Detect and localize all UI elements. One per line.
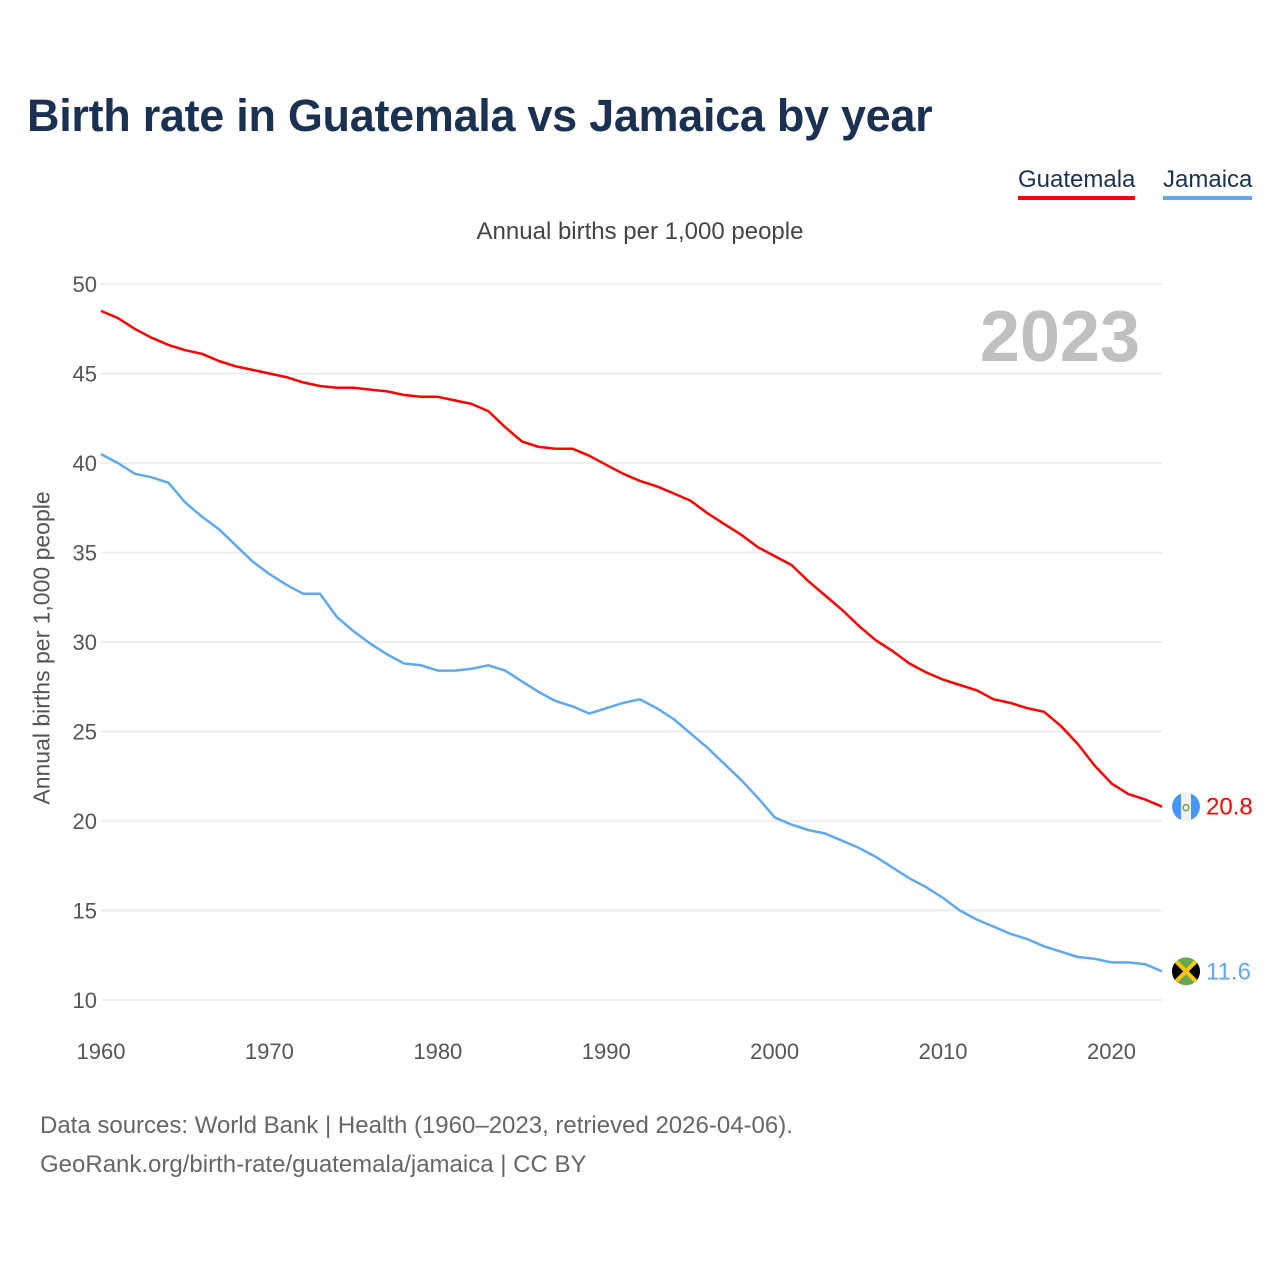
- x-tick-label: 2020: [1087, 1039, 1136, 1064]
- x-tick-label: 1980: [413, 1039, 462, 1064]
- legend-guatemala[interactable]: Guatemala: [1018, 166, 1136, 200]
- data-source: Data sources: World Bank | Health (1960–…: [40, 1112, 793, 1139]
- series-line-jamaica: [100, 452, 1163, 973]
- series-end-markers: 20.8 11.6: [1172, 792, 1253, 986]
- series-line-guatemala: [100, 309, 1163, 808]
- chart-title: Birth rate in Guatemala vs Jamaica by ye…: [27, 90, 933, 141]
- gridlines: [101, 283, 1162, 1001]
- x-tick-label: 1970: [245, 1039, 294, 1064]
- legend-jamaica[interactable]: Jamaica: [1163, 166, 1253, 200]
- y-axis-ticks: 10 15 20 25 30 35 40 45 50: [73, 272, 97, 1013]
- x-tick-label: 2000: [750, 1039, 799, 1064]
- y-tick-label: 15: [73, 899, 97, 924]
- x-tick-label: 2010: [919, 1039, 968, 1064]
- y-tick-label: 30: [73, 630, 97, 655]
- end-value-label-jamaica: 11.6: [1206, 958, 1251, 985]
- y-tick-label: 20: [73, 809, 97, 834]
- guatemala-flag-icon: [1172, 792, 1200, 821]
- current-year-label: 2023: [980, 297, 1140, 377]
- y-tick-label: 50: [73, 272, 97, 297]
- y-tick-label: 25: [73, 720, 97, 745]
- chart-subtitle: Annual births per 1,000 people: [476, 218, 804, 245]
- y-tick-label: 10: [73, 988, 97, 1013]
- y-tick-label: 40: [73, 451, 97, 476]
- x-tick-label: 1990: [582, 1039, 631, 1064]
- footer: Data sources: World Bank | Health (1960–…: [40, 1106, 793, 1184]
- end-value-label-guatemala: 20.8: [1206, 794, 1253, 821]
- y-tick-label: 35: [73, 541, 97, 566]
- y-tick-label: 45: [73, 362, 97, 387]
- source-link[interactable]: GeoRank.org/birth-rate/guatemala/jamaica…: [40, 1151, 587, 1178]
- jamaica-flag-icon: [1172, 957, 1200, 986]
- x-axis-ticks: 1960 1970 1980 1990 2000 2010 2020: [77, 1039, 1136, 1064]
- y-axis-label: Annual births per 1,000 people: [28, 491, 55, 805]
- x-tick-label: 1960: [77, 1039, 126, 1064]
- series-lines: [100, 309, 1163, 973]
